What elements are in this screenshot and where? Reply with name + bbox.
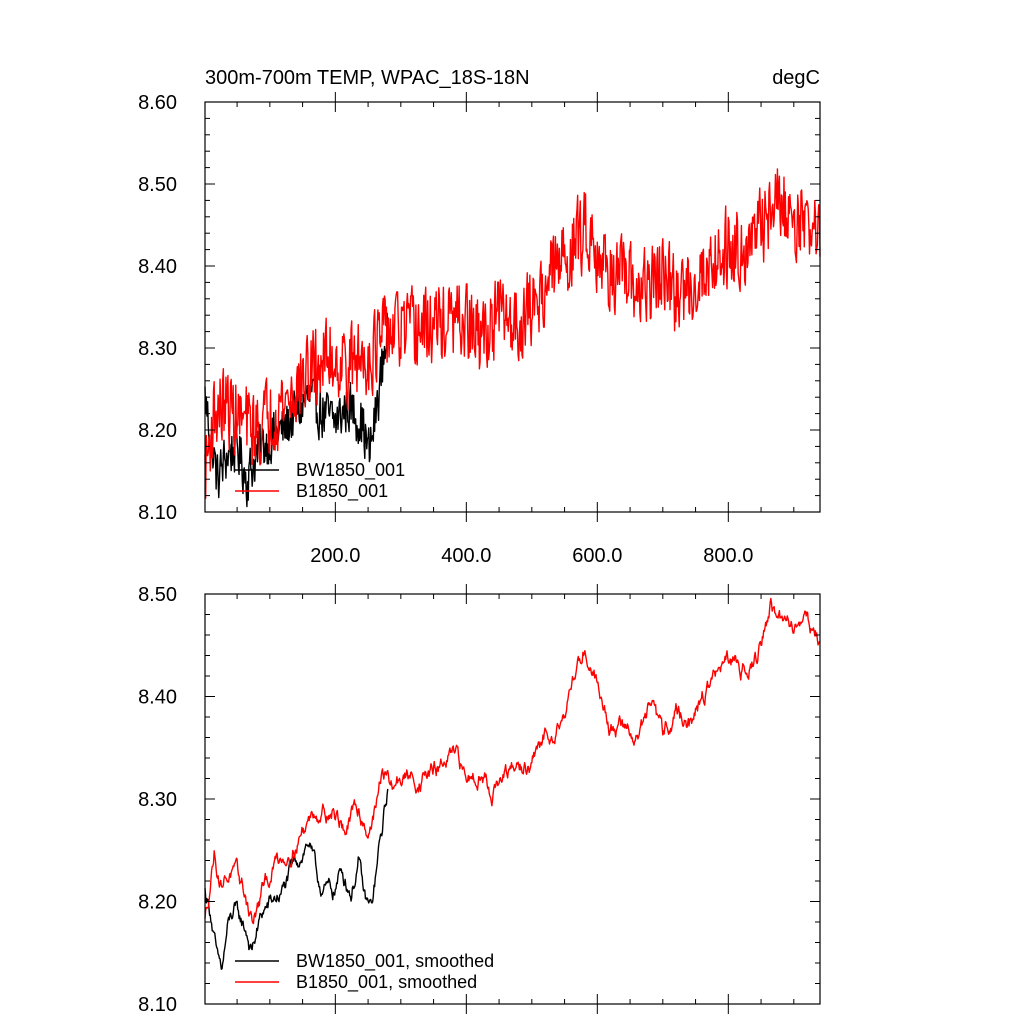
ytick-label: 8.30 [138, 338, 177, 360]
ytick-label: 8.50 [138, 174, 177, 196]
xtick-label: 400.0 [441, 545, 491, 567]
ytick-label: 8.20 [138, 892, 177, 914]
series-line-b1850-001 [204, 168, 821, 499]
series-line-b1850-001-smoothed [204, 597, 821, 925]
top-legend: BW1850_001 B1850_001 [235, 460, 405, 502]
series-line-bw1850-001-smoothed [204, 788, 389, 970]
top-plot-frame [204, 101, 821, 513]
ytick-label: 8.20 [138, 420, 177, 442]
ytick-label: 8.10 [138, 502, 177, 524]
xtick-label: 200.0 [310, 545, 360, 567]
ytick-label: 8.60 [138, 92, 177, 114]
ytick-label: 8.30 [138, 789, 177, 811]
ytick-label: 8.10 [138, 994, 177, 1016]
legend-label-b1850: B1850_001 [296, 481, 388, 502]
legend-label-bw1850: BW1850_001 [296, 460, 405, 481]
top-panel: 300m-700m TEMP, WPAC_18S-18N degC 8.10 8.… [138, 67, 821, 567]
top-panel-title-right: degC [772, 67, 820, 89]
top-panel-title-left: 300m-700m TEMP, WPAC_18S-18N [205, 67, 530, 89]
bottom-legend: BW1850_001, smoothed B1850_001, smoothed [235, 951, 494, 993]
legend-label-bw1850-smoothed: BW1850_001, smoothed [296, 951, 494, 972]
legend-label-b1850-smoothed: B1850_001, smoothed [296, 972, 477, 993]
ytick-label: 8.40 [138, 687, 177, 709]
xtick-label: 800.0 [703, 545, 753, 567]
ytick-label: 8.40 [138, 256, 177, 278]
xtick-label: 600.0 [572, 545, 622, 567]
ytick-label: 8.50 [138, 584, 177, 606]
bottom-panel: 8.10 8.20 8.30 8.40 8.50 BW1850_001, smoothe… [138, 584, 821, 1016]
